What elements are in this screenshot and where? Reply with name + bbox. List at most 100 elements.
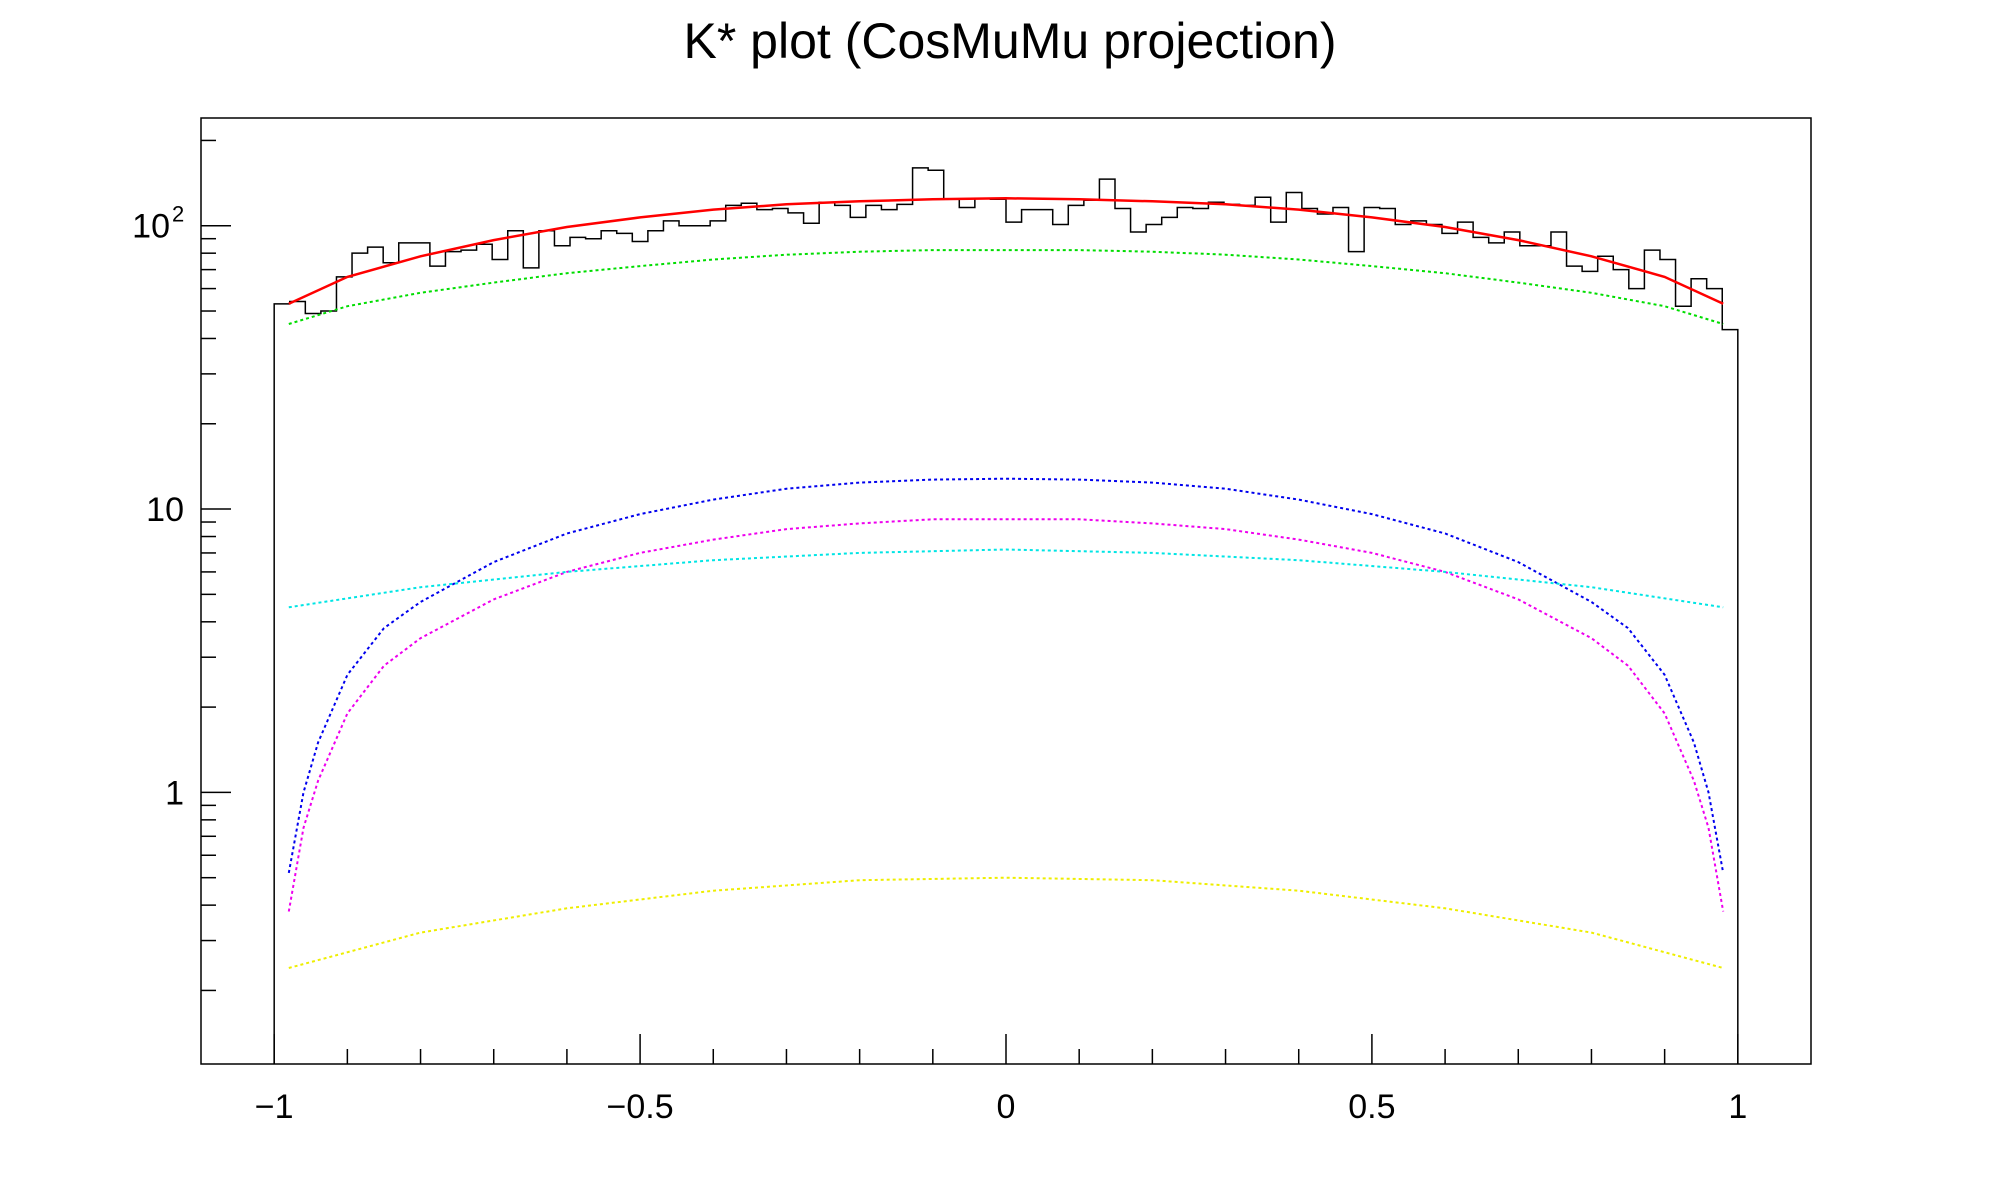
histogram-bin (928, 170, 944, 1064)
histogram-bin (1473, 237, 1489, 1064)
histogram-bin (1271, 222, 1287, 1064)
histogram-bin (539, 231, 555, 1064)
histogram-bin (477, 244, 493, 1064)
histogram-bin (1224, 204, 1240, 1064)
histogram-bin (290, 302, 306, 1064)
y-tick-label: 10 (146, 491, 184, 529)
axis-ticks (201, 139, 1739, 1064)
histogram-bin (632, 241, 648, 1064)
histogram-bin (1426, 225, 1442, 1064)
histogram-bin (1333, 207, 1349, 1064)
histogram-bin (1644, 250, 1660, 1064)
histogram-bin (508, 231, 524, 1064)
histogram-bin (835, 205, 851, 1064)
histogram-bin (1489, 243, 1505, 1064)
series-line-2 (288, 249, 1724, 325)
histogram-bin (368, 247, 384, 1064)
histogram-bin (1504, 232, 1520, 1064)
histogram-bin (1613, 270, 1629, 1064)
histogram-bin (461, 250, 477, 1064)
histogram-bin (726, 205, 742, 1064)
histogram-bin (617, 233, 633, 1064)
histogram-bin (1317, 214, 1333, 1064)
histogram-bin (523, 268, 539, 1064)
histogram-bin (1099, 179, 1115, 1064)
histogram-bin (663, 221, 679, 1064)
histogram-bin (741, 203, 757, 1064)
chart-title: K* plot (CosMuMu projection) (683, 13, 1336, 69)
histogram-bin (1567, 266, 1583, 1064)
series-line-1 (288, 197, 1724, 305)
histogram-bin (757, 210, 773, 1064)
series-line-3 (287, 477, 1725, 874)
histogram-bin (492, 259, 508, 1064)
histogram-bin (897, 204, 913, 1064)
x-tick-label: −0.5 (607, 1088, 674, 1126)
histogram-bin (1691, 279, 1707, 1064)
series-line-5 (288, 548, 1724, 609)
histogram-bin (772, 209, 788, 1064)
histogram-bin (1193, 209, 1209, 1064)
histogram-bin (321, 311, 337, 1064)
series-line-6 (288, 876, 1724, 969)
histogram-bin (445, 252, 461, 1064)
histogram-bin (1707, 289, 1723, 1064)
series-layer (287, 197, 1725, 969)
histogram-bin (1240, 205, 1256, 1064)
histogram-bin (1551, 232, 1567, 1064)
histogram-bin (695, 226, 711, 1064)
histogram-bin (1660, 259, 1676, 1064)
histogram-bin (1520, 246, 1536, 1064)
histogram-bin (1442, 233, 1458, 1064)
histogram-bin (679, 226, 695, 1064)
histogram-bin (1364, 207, 1380, 1064)
histogram-bin (601, 231, 617, 1064)
histogram-bin (850, 217, 866, 1064)
histogram-bin (1286, 192, 1302, 1064)
histogram-bin (586, 239, 602, 1064)
histogram-bin (804, 223, 820, 1064)
histogram-bin (1676, 306, 1692, 1064)
histogram-bin (1053, 225, 1069, 1064)
histogram-bin (1115, 209, 1131, 1064)
y-tick-label: 10 (132, 208, 170, 246)
histogram-bin (1629, 289, 1645, 1064)
histogram-bin (913, 168, 929, 1064)
histogram-bin (866, 205, 882, 1064)
histogram-bin (414, 243, 430, 1064)
histogram-bin (990, 199, 1006, 1064)
histogram-layer (273, 167, 1739, 1064)
x-tick-label: 0.5 (1348, 1088, 1395, 1126)
histogram-bin (1598, 256, 1614, 1064)
histogram-bin (1380, 209, 1396, 1064)
histogram-bin (1302, 209, 1318, 1064)
histogram-bin (1395, 225, 1411, 1064)
x-tick-label: −1 (255, 1088, 294, 1126)
histogram-bin (788, 213, 804, 1064)
histogram-bin (1068, 205, 1084, 1064)
histogram-bin (881, 210, 897, 1064)
histogram-bin (975, 198, 991, 1064)
histogram-bin (944, 199, 960, 1064)
histogram-bin (1255, 197, 1271, 1064)
x-tick-label: 0 (997, 1088, 1016, 1126)
histogram-bin (430, 266, 446, 1064)
histogram-bin (1535, 246, 1551, 1064)
histogram-bin (1722, 330, 1738, 1064)
y-tick-label: 1 (165, 774, 184, 812)
histogram-bin (1131, 232, 1147, 1064)
histogram-bin (1146, 225, 1162, 1064)
histogram-bin (554, 246, 570, 1064)
histogram-bin (1022, 210, 1038, 1064)
histogram-bin (305, 314, 321, 1064)
histogram-bin (1582, 271, 1598, 1064)
histogram-bin (1349, 252, 1365, 1064)
histogram-bin (1084, 200, 1100, 1064)
histogram-bin (710, 221, 726, 1064)
histogram-bin (1458, 222, 1474, 1064)
series-line-4 (287, 518, 1725, 912)
histogram-bin (274, 304, 290, 1064)
